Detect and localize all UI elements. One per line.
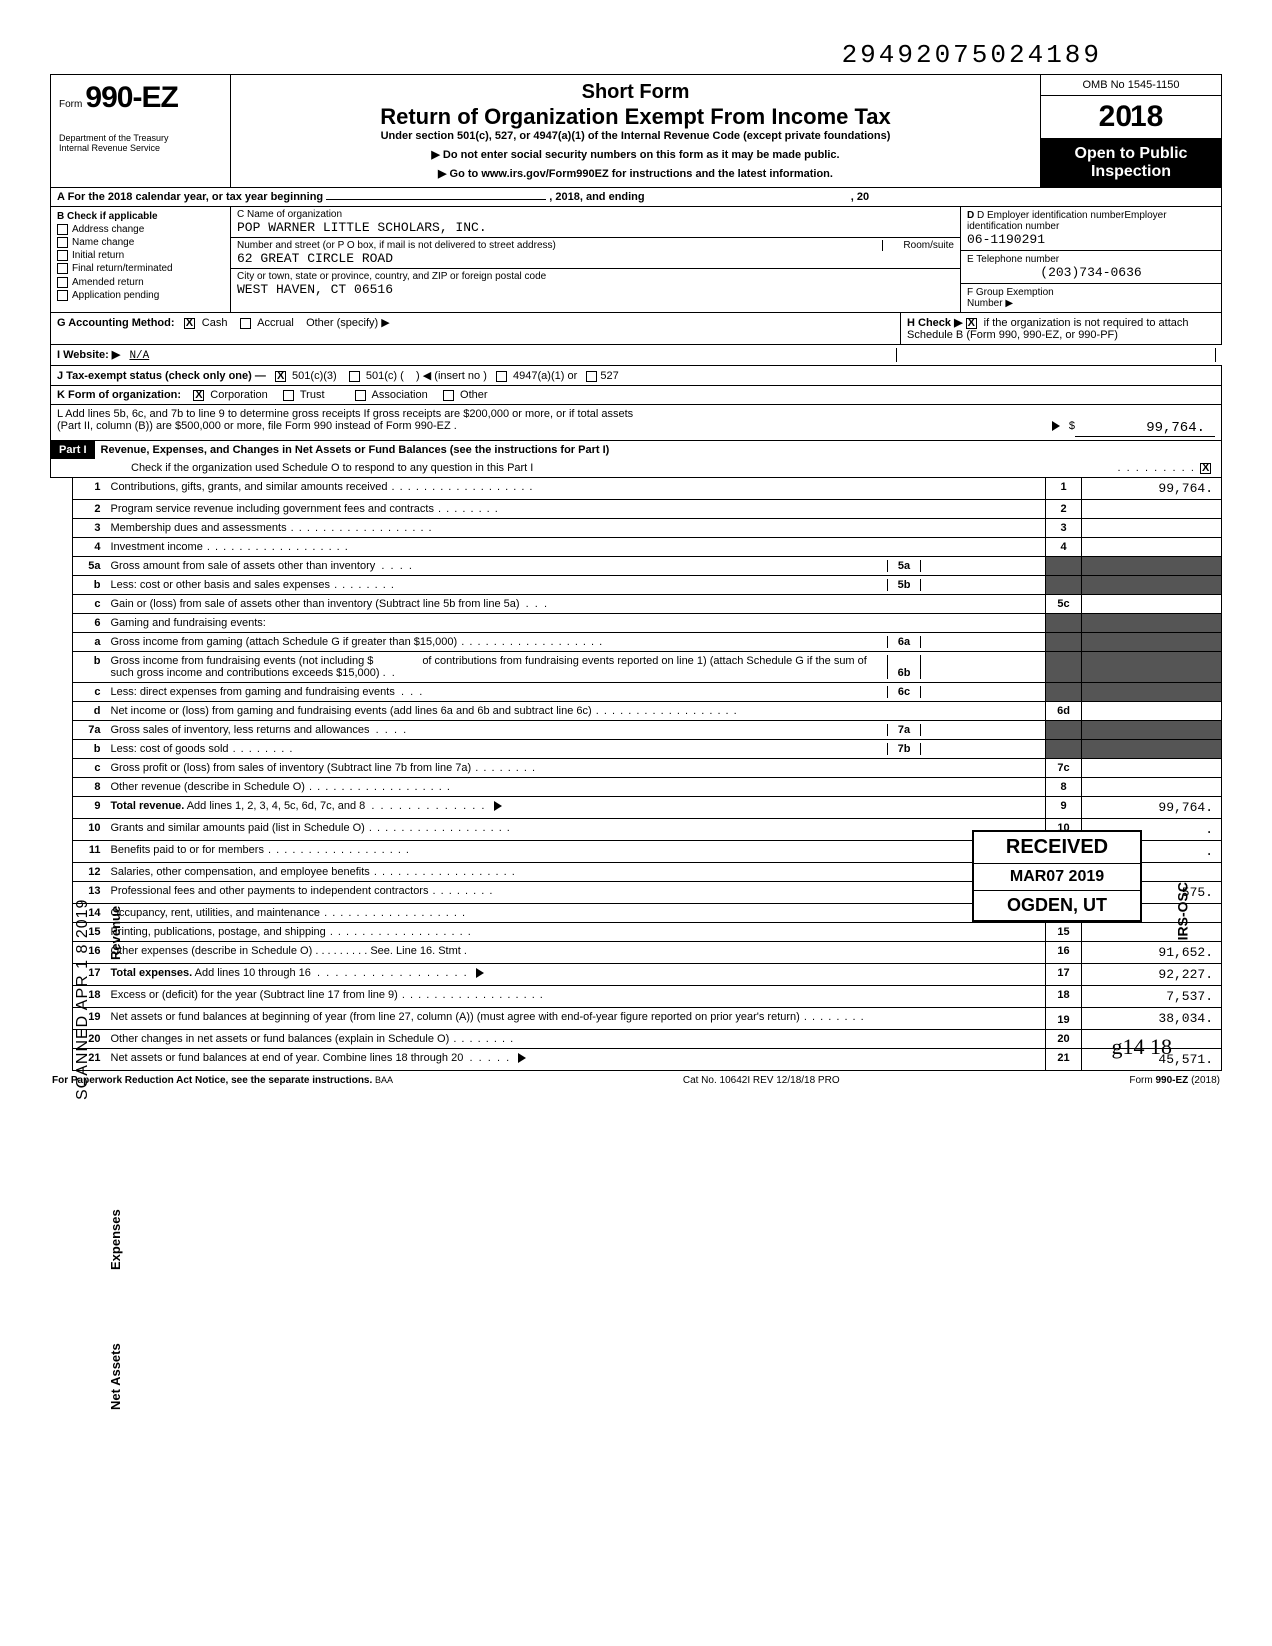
line-5c: cGain or (loss) from sale of assets othe… xyxy=(73,595,1222,614)
checkbox-501c3[interactable] xyxy=(275,371,286,382)
part-i-label: Part I xyxy=(51,441,95,459)
checkbox-final-return[interactable] xyxy=(57,263,68,274)
lines-table: 1Contributions, gifts, grants, and simil… xyxy=(72,478,1222,1071)
stamp-scanned: SCANNED APR 1 8 2019 xyxy=(74,899,92,1100)
line-20: 20Other changes in net assets or fund ba… xyxy=(73,1030,1222,1049)
value-street: 62 GREAT CIRCLE ROAD xyxy=(237,251,954,266)
side-label-net-assets: Net Assets xyxy=(108,1343,123,1410)
line-2: 2Program service revenue including gover… xyxy=(73,500,1222,519)
row-gh: G Accounting Method: Cash Accrual Other … xyxy=(50,313,1222,345)
form-number: Form 990-EZ xyxy=(59,81,222,115)
checkbox-corporation[interactable] xyxy=(193,390,204,401)
row-k-form-org: K Form of organization: Corporation Trus… xyxy=(50,386,1222,405)
checkbox-name-change[interactable] xyxy=(57,237,68,248)
label-city: City or town, state or province, country… xyxy=(237,271,954,282)
instruction-line-2: ▶ Go to www.irs.gov/Form990EZ for instru… xyxy=(239,167,1032,180)
line-3: 3Membership dues and assessments3 xyxy=(73,519,1222,538)
checkbox-other-org[interactable] xyxy=(443,390,454,401)
handwritten-note: g14 18 xyxy=(1112,1034,1173,1060)
line-18: 18Excess or (deficit) for the year (Subt… xyxy=(73,986,1222,1008)
row-j-tax-status: J Tax-exempt status (check only one) — 5… xyxy=(50,366,1222,386)
label-phone: E Telephone number xyxy=(967,254,1215,265)
line-7c: cGross profit or (loss) from sales of in… xyxy=(73,759,1222,778)
line-6a: aGross income from gaming (attach Schedu… xyxy=(73,633,1222,652)
line-7b: bLess: cost of goods sold7b xyxy=(73,740,1222,759)
instruction-line-1: ▶ Do not enter social security numbers o… xyxy=(239,148,1032,161)
title-main: Return of Organization Exempt From Incom… xyxy=(239,104,1032,130)
checkbox-4947[interactable] xyxy=(496,371,507,382)
label-group-exemption: F Group Exemption xyxy=(967,287,1215,298)
checkbox-accrual[interactable] xyxy=(240,318,251,329)
checkbox-application-pending[interactable] xyxy=(57,290,68,301)
label-room: Room/suite xyxy=(882,240,954,251)
value-city: WEST HAVEN, CT 06516 xyxy=(237,282,954,297)
subtitle-under: Under section 501(c), 527, or 4947(a)(1)… xyxy=(239,130,1032,142)
part-i-title: Revenue, Expenses, and Changes in Net As… xyxy=(95,441,616,459)
omb-number: OMB No 1545-1150 xyxy=(1041,75,1221,96)
checkbox-association[interactable] xyxy=(355,390,366,401)
row-l: L Add lines 5b, 6c, and 7b to line 9 to … xyxy=(50,405,1222,441)
checkbox-501c[interactable] xyxy=(349,371,360,382)
checkbox-schedule-o[interactable] xyxy=(1200,463,1211,474)
line-17: 17Total expenses. Add lines 10 through 1… xyxy=(73,964,1222,986)
line-5a: 5aGross amount from sale of assets other… xyxy=(73,557,1222,576)
line-7a: 7aGross sales of inventory, less returns… xyxy=(73,721,1222,740)
col-b-title: B Check if applicable xyxy=(57,211,158,222)
value-org-name: POP WARNER LITTLE SCHOLARS, INC. xyxy=(237,220,954,235)
line-6c: cLess: direct expenses from gaming and f… xyxy=(73,683,1222,702)
line-15: 15Printing, publications, postage, and s… xyxy=(73,923,1222,942)
line-8: 8Other revenue (describe in Schedule O)8 xyxy=(73,778,1222,797)
block-bcd: B Check if applicable Address change Nam… xyxy=(50,207,1222,313)
label-group-exemption-2: Number ▶ xyxy=(967,298,1215,309)
checkbox-list: Address change Name change Initial retur… xyxy=(57,224,224,301)
tax-year: 20201818 xyxy=(1041,96,1221,139)
value-phone: (203)734-0636 xyxy=(967,265,1215,280)
checkbox-initial-return[interactable] xyxy=(57,250,68,261)
stamp-received: RECEIVED MAR07 2019 OGDEN, UT xyxy=(972,830,1142,922)
side-label-revenue: Revenue xyxy=(108,906,123,960)
line-6: 6Gaming and fundraising events: xyxy=(73,614,1222,633)
line-21: 21Net assets or fund balances at end of … xyxy=(73,1049,1222,1071)
line-6b: bGross income from fundraising events (n… xyxy=(73,652,1222,683)
stamp-irs-osc: IRS-OSC xyxy=(1174,882,1190,940)
dept-treasury: Department of the Treasury Internal Reve… xyxy=(59,133,222,153)
value-gross-receipts: 99,764. xyxy=(1075,420,1215,437)
open-to-public: Open to Public Inspection xyxy=(1041,139,1221,187)
checkbox-schedule-b[interactable] xyxy=(966,318,977,329)
row-i-website: I Website: ▶ N/A xyxy=(50,345,1222,366)
checkbox-cash[interactable] xyxy=(184,318,195,329)
label-street: Number and street (or P O box, if mail i… xyxy=(237,240,556,251)
checkbox-amended-return[interactable] xyxy=(57,277,68,288)
checkbox-527[interactable] xyxy=(586,371,597,382)
title-short-form: Short Form xyxy=(239,81,1032,104)
checkbox-address-change[interactable] xyxy=(57,224,68,235)
form-header: Form 990-EZ Department of the Treasury I… xyxy=(50,74,1222,188)
checkbox-trust[interactable] xyxy=(283,390,294,401)
row-a-tax-year: A For the 2018 calendar year, or tax yea… xyxy=(50,188,1222,207)
value-ein: 06-1190291 xyxy=(967,232,1215,247)
line-1: 1Contributions, gifts, grants, and simil… xyxy=(73,478,1222,500)
top-doc-number: 29492075024189 xyxy=(50,40,1222,70)
part-i-header: Part I Revenue, Expenses, and Changes in… xyxy=(50,441,1222,478)
line-4: 4Investment income4 xyxy=(73,538,1222,557)
label-org-name: C Name of organization xyxy=(237,209,954,220)
side-label-expenses: Expenses xyxy=(108,1209,123,1270)
line-16: 16Other expenses (describe in Schedule O… xyxy=(73,942,1222,964)
line-6d: dNet income or (loss) from gaming and fu… xyxy=(73,702,1222,721)
label-ein: D D Employer identification numberEmploy… xyxy=(967,210,1215,232)
line-19: 19Net assets or fund balances at beginni… xyxy=(73,1008,1222,1030)
page-footer: For Paperwork Reduction Act Notice, see … xyxy=(50,1071,1222,1090)
line-5b: bLess: cost or other basis and sales exp… xyxy=(73,576,1222,595)
line-9: 9Total revenue. Add lines 1, 2, 3, 4, 5c… xyxy=(73,797,1222,819)
